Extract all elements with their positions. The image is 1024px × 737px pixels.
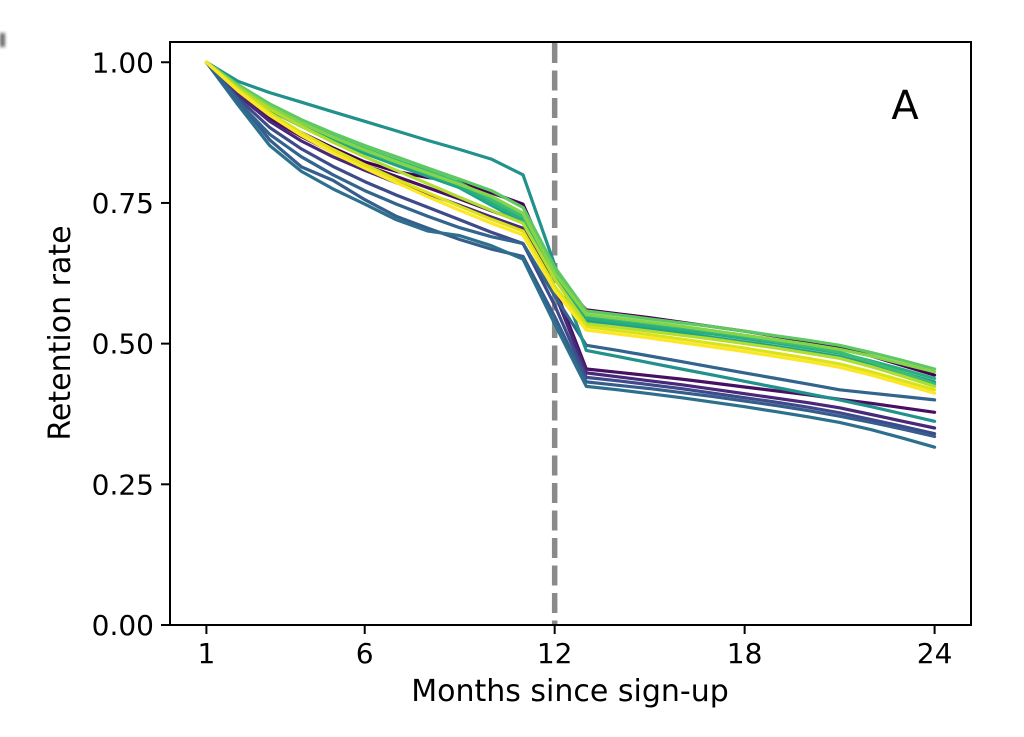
x-ticklabel-12: 12 (537, 637, 573, 670)
y-ticklabel-1.00: 1.00 (92, 46, 154, 79)
retention-line-series-07 (204, 60, 937, 402)
axes-layer: 1 6 12 18 24 0.00 0.25 0.50 0.75 1.00 (92, 41, 972, 670)
series-layer (204, 60, 937, 449)
x-ticklabel-24: 24 (917, 637, 953, 670)
panel-label: A (891, 83, 919, 129)
retention-line-series-15 (204, 60, 937, 392)
y-ticklabel-0.50: 0.50 (92, 328, 154, 361)
retention-line-series-06 (204, 60, 937, 449)
retention-line-series-03 (204, 60, 937, 430)
axes-spines (169, 41, 972, 626)
retention-line-series-05 (204, 60, 937, 439)
retention-line-series-08 (204, 60, 937, 423)
retention-line-series-14 (204, 60, 937, 388)
y-ticklabel-0.00: 0.00 (92, 609, 154, 642)
retention-line-series-16 (204, 60, 937, 395)
y-axis-label: Retention rate (43, 225, 78, 440)
retention-line-series-04 (204, 60, 937, 436)
x-ticklabel-1: 1 (197, 637, 215, 670)
y-ticklabel-0.25: 0.25 (92, 468, 154, 501)
y-ticklabel-0.75: 0.75 (92, 187, 154, 220)
x-ticklabel-18: 18 (727, 637, 763, 670)
x-ticklabel-6: 6 (356, 637, 374, 670)
retention-line-series-13 (204, 60, 937, 374)
retention-line-series-12 (204, 60, 937, 371)
screen-edge-artifact (0, 33, 5, 47)
x-axis-label: Months since sign-up (411, 674, 729, 709)
